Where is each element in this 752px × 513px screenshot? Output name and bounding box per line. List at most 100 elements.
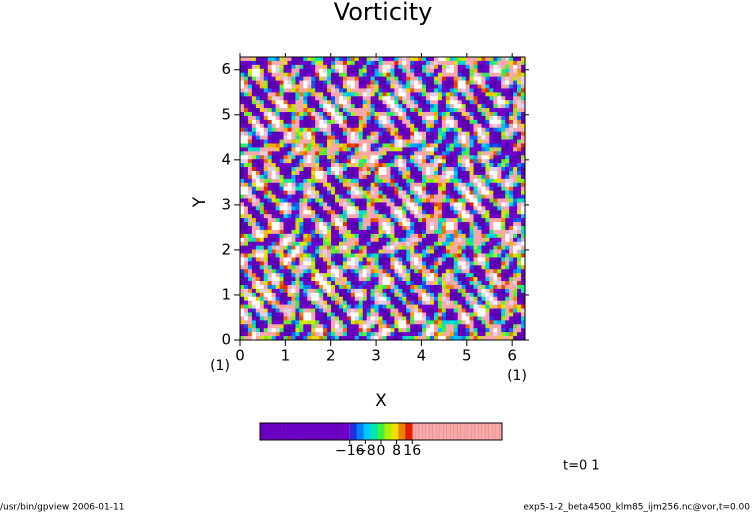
- field-cell: [493, 88, 498, 93]
- field-cell: [445, 147, 451, 152]
- field-cell: [426, 253, 431, 258]
- field-cell: [283, 170, 288, 176]
- field-cell: [275, 84, 280, 89]
- field-cell: [453, 108, 459, 113]
- field-cell: [461, 292, 466, 298]
- field-cell: [378, 96, 383, 101]
- field-cell: [386, 269, 391, 274]
- field-cell: [240, 198, 245, 203]
- field-cell: [493, 312, 498, 317]
- field-cell: [255, 249, 261, 254]
- field-cell: [513, 143, 518, 148]
- field-cell: [299, 108, 304, 113]
- field-cell: [327, 241, 332, 246]
- field-cell: [453, 155, 459, 160]
- field-cell: [418, 241, 423, 246]
- field-cell: [521, 68, 526, 74]
- field-cell: [331, 167, 336, 172]
- field-cell: [271, 324, 276, 329]
- field-cell: [275, 131, 280, 136]
- field-cell: [414, 253, 419, 258]
- field-cell: [323, 222, 328, 227]
- field-cell: [267, 57, 272, 62]
- field-cell: [410, 80, 415, 85]
- field-cell: [319, 151, 324, 156]
- field-cell: [521, 167, 526, 172]
- field-cell: [513, 108, 518, 113]
- field-cell: [327, 312, 332, 317]
- field-cell: [335, 115, 340, 121]
- field-cell: [477, 96, 482, 101]
- field-cell: [469, 131, 474, 136]
- field-cell: [251, 127, 257, 132]
- field-cell: [251, 277, 257, 282]
- field-cell: [410, 284, 415, 290]
- field-cell: [255, 178, 261, 184]
- field-cell: [505, 80, 510, 85]
- field-cell: [255, 104, 261, 109]
- field-cell: [291, 155, 296, 160]
- field-cell: [449, 308, 455, 313]
- field-cell: [255, 115, 261, 121]
- field-cell: [382, 115, 387, 121]
- field-cell: [437, 170, 443, 176]
- field-cell: [338, 159, 344, 164]
- field-cell: [319, 269, 324, 274]
- field-cell: [398, 304, 403, 309]
- field-cell: [295, 229, 300, 235]
- field-cell: [370, 167, 375, 172]
- field-cell: [410, 143, 415, 148]
- field-cell: [295, 194, 300, 199]
- field-cell: [469, 80, 474, 85]
- field-cell: [501, 265, 506, 270]
- field-cell: [374, 115, 379, 121]
- field-cell: [406, 159, 411, 164]
- field-cell: [279, 159, 284, 164]
- field-cell: [430, 273, 435, 278]
- field-cell: [247, 269, 253, 274]
- field-cell: [346, 167, 352, 172]
- field-cell: [489, 198, 494, 203]
- field-cell: [243, 261, 249, 266]
- field-cell: [469, 159, 474, 164]
- field-cell: [402, 64, 407, 70]
- field-cell: [497, 281, 502, 286]
- field-cell: [501, 226, 506, 231]
- field-cell: [263, 64, 269, 70]
- field-cell: [426, 226, 431, 231]
- field-cell: [513, 72, 518, 77]
- field-cell: [275, 170, 280, 176]
- field-cell: [335, 214, 340, 219]
- field-cell: [445, 320, 451, 325]
- field-cell: [291, 92, 296, 97]
- field-cell: [279, 88, 284, 93]
- field-cell: [418, 100, 423, 105]
- field-cell: [378, 143, 383, 148]
- field-cell: [477, 104, 482, 109]
- field-cell: [485, 112, 490, 117]
- field-cell: [315, 328, 320, 333]
- field-cell: [331, 277, 336, 282]
- field-cell: [509, 88, 514, 93]
- field-cell: [433, 229, 439, 235]
- field-cell: [327, 60, 332, 66]
- field-cell: [378, 92, 383, 97]
- field-cell: [426, 131, 431, 136]
- field-cell: [513, 218, 518, 223]
- field-cell: [378, 300, 383, 305]
- field-cell: [517, 190, 522, 195]
- field-cell: [402, 147, 407, 152]
- field-cell: [477, 174, 482, 180]
- field-cell: [335, 304, 340, 309]
- field-cell: [283, 222, 288, 227]
- field-cell: [489, 80, 494, 85]
- field-cell: [299, 245, 304, 250]
- field-cell: [437, 178, 443, 184]
- field-cell: [441, 304, 447, 309]
- field-cell: [457, 167, 462, 172]
- field-cell: [398, 163, 403, 168]
- field-cell: [287, 104, 292, 109]
- field-cell: [469, 312, 474, 317]
- field-cell: [382, 292, 387, 298]
- field-cell: [441, 300, 447, 305]
